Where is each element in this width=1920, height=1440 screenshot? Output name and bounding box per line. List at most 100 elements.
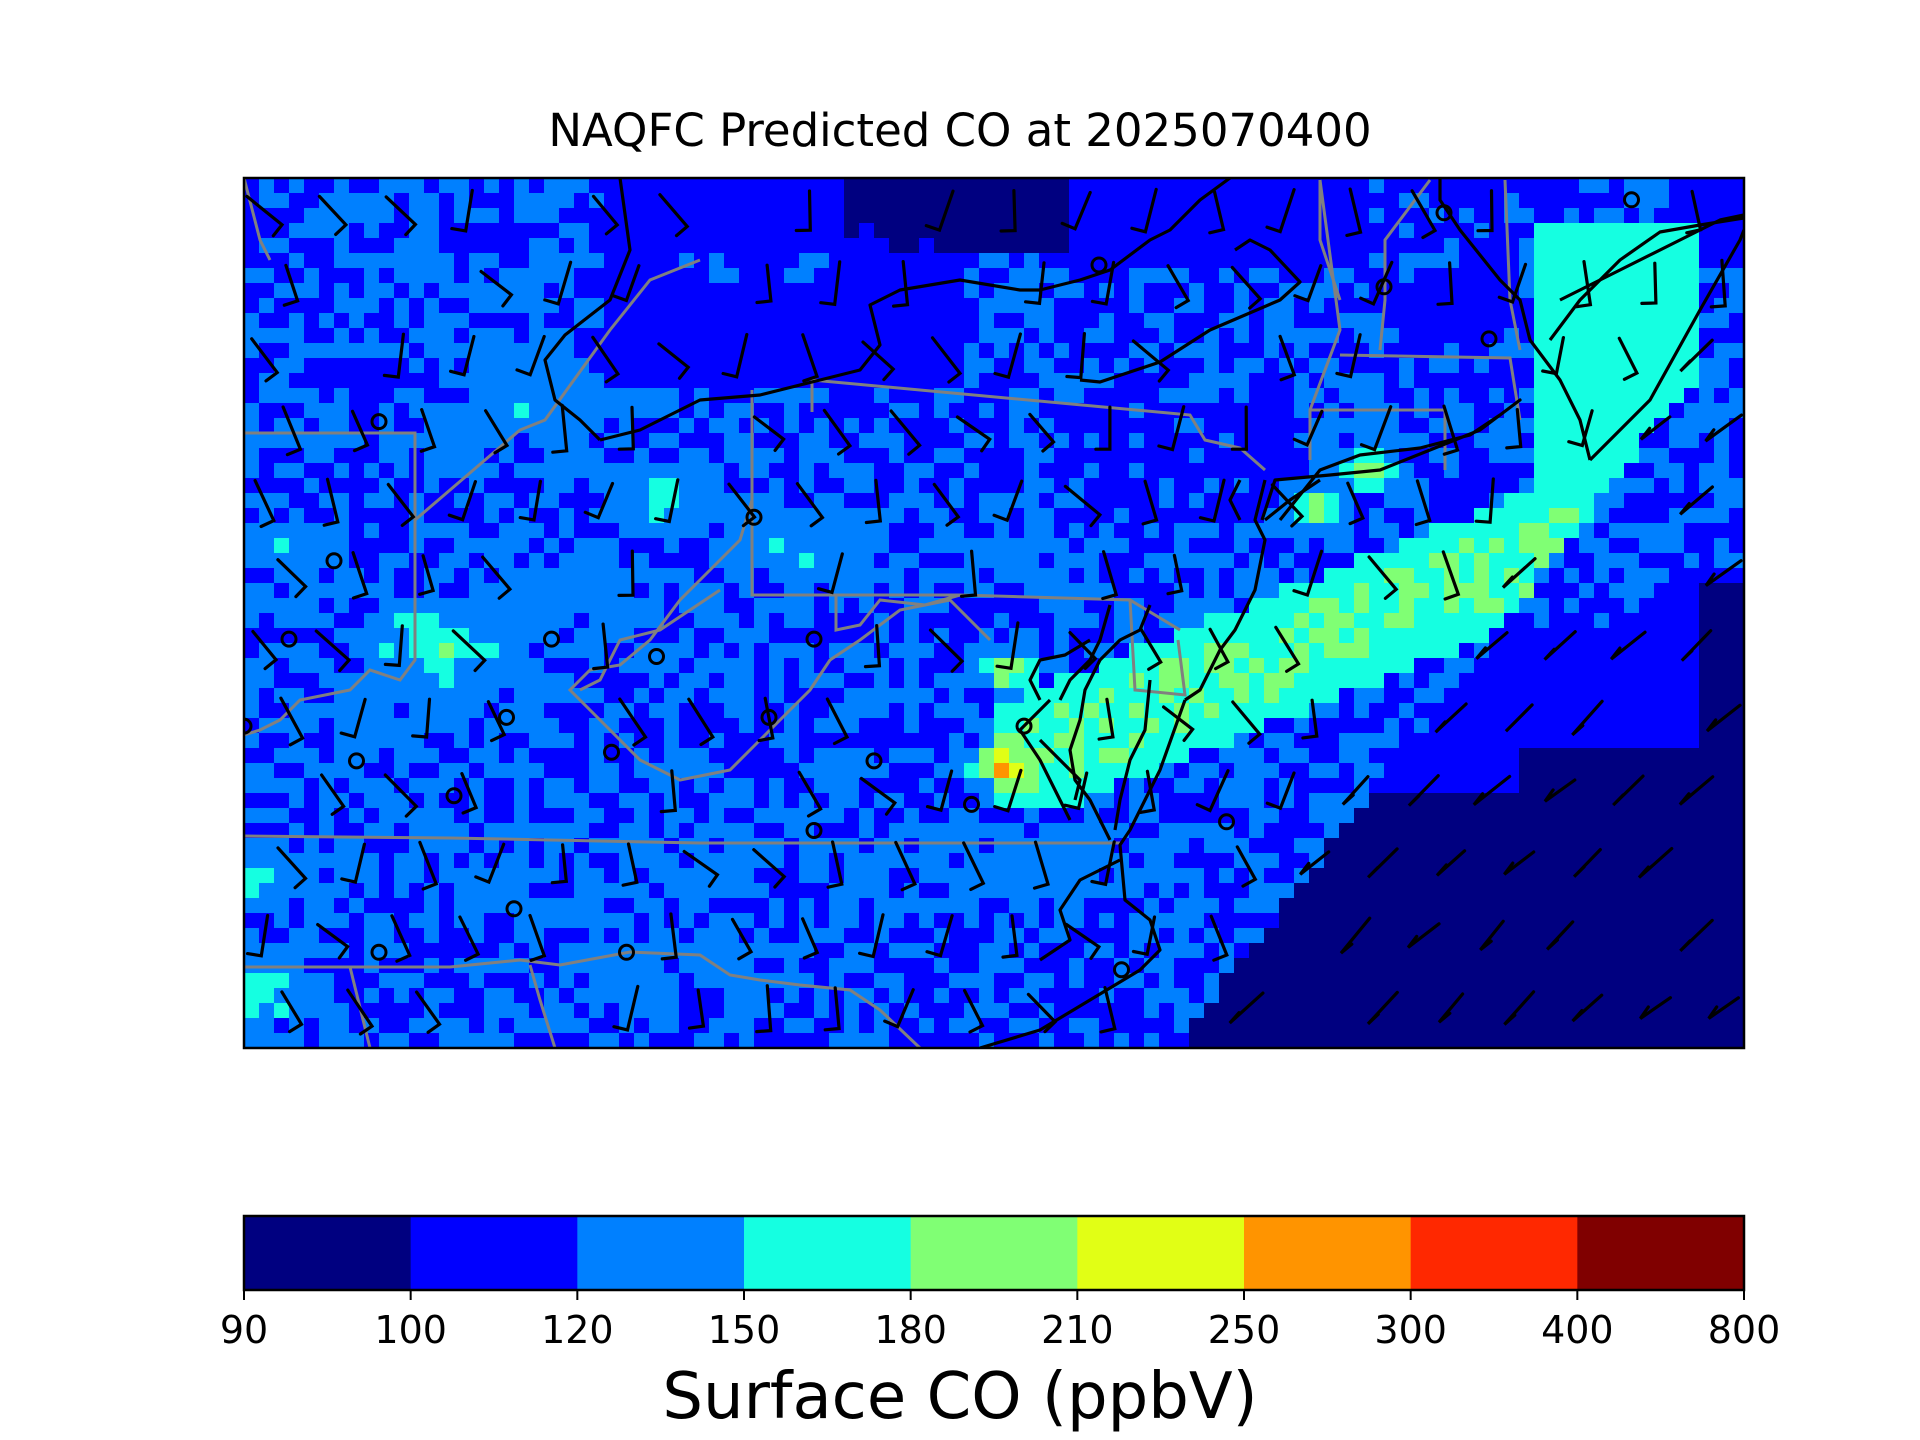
co-grid-cell (259, 208, 275, 224)
co-grid-cell (1474, 433, 1490, 449)
co-grid-cell (544, 898, 560, 914)
co-grid-cell (754, 748, 770, 764)
co-grid-cell (1624, 583, 1640, 599)
co-grid-cell (1264, 583, 1280, 599)
co-grid-cell (1069, 538, 1085, 554)
co-grid-cell (829, 508, 845, 524)
co-grid-cell (979, 268, 995, 284)
co-grid-cell (664, 583, 680, 599)
co-grid-cell (649, 568, 665, 584)
co-grid-cell (919, 838, 935, 854)
co-grid-cell (1639, 748, 1655, 764)
co-grid-cell (769, 178, 785, 194)
co-grid-cell (1024, 538, 1040, 554)
co-grid-cell (889, 898, 905, 914)
co-grid-cell (1384, 418, 1400, 434)
co-grid-cell (739, 238, 755, 254)
co-grid-cell (1204, 838, 1220, 854)
co-grid-cell (904, 223, 920, 239)
co-grid-cell (769, 823, 785, 839)
co-grid-cell (1114, 418, 1130, 434)
co-grid-cell (1189, 538, 1205, 554)
co-grid-cell (964, 343, 980, 359)
co-grid-cell (1459, 763, 1475, 779)
co-grid-cell (694, 373, 710, 389)
co-grid-cell (1264, 703, 1280, 719)
co-grid-cell (1159, 628, 1175, 644)
co-grid-cell (1504, 688, 1520, 704)
co-grid-cell (1354, 313, 1370, 329)
co-grid-cell (1204, 898, 1220, 914)
co-grid-cell (679, 613, 695, 629)
co-grid-cell (964, 313, 980, 329)
co-grid-cell (469, 283, 485, 299)
co-grid-cell (1429, 568, 1445, 584)
co-grid-cell (694, 808, 710, 824)
co-grid-cell (724, 748, 740, 764)
co-grid-cell (1399, 508, 1415, 524)
co-grid-cell (1399, 823, 1415, 839)
co-grid-cell (1279, 688, 1295, 704)
co-grid-cell (1399, 808, 1415, 824)
co-grid-cell (934, 493, 950, 509)
co-grid-cell (679, 733, 695, 749)
co-grid-cell (1264, 553, 1280, 569)
co-grid-cell (1549, 178, 1565, 194)
co-grid-cell (1114, 358, 1130, 374)
co-grid-cell (1624, 838, 1640, 854)
co-grid-cell (919, 718, 935, 734)
co-grid-cell (1219, 418, 1235, 434)
co-grid-cell (1399, 553, 1415, 569)
co-grid-cell (1534, 403, 1550, 419)
co-grid-cell (859, 688, 875, 704)
co-grid-cell (1114, 733, 1130, 749)
co-grid-cell (1129, 283, 1145, 299)
co-grid-cell (649, 748, 665, 764)
co-grid-cell (1324, 313, 1340, 329)
co-grid-cell (1144, 823, 1160, 839)
co-grid-cell (589, 568, 605, 584)
co-grid-cell (439, 763, 455, 779)
co-grid-cell (1189, 478, 1205, 494)
co-grid-cell (664, 448, 680, 464)
co-grid-cell (334, 823, 350, 839)
co-grid-cell (514, 673, 530, 689)
co-grid-cell (1294, 763, 1310, 779)
co-grid-cell (724, 703, 740, 719)
co-grid-cell (364, 613, 380, 629)
co-grid-cell (1054, 313, 1070, 329)
co-grid-cell (1399, 748, 1415, 764)
co-grid-cell (1054, 298, 1070, 314)
co-grid-cell (1069, 478, 1085, 494)
co-grid-cell (694, 778, 710, 794)
co-grid-cell (1579, 478, 1595, 494)
co-grid-cell (904, 613, 920, 629)
co-grid-cell (619, 508, 635, 524)
co-grid-cell (1534, 283, 1550, 299)
co-grid-cell (1354, 643, 1370, 659)
co-grid-cell (1489, 643, 1505, 659)
co-grid-cell (559, 388, 575, 404)
co-grid-cell (589, 403, 605, 419)
co-grid-cell (1354, 868, 1370, 884)
co-grid-cell (829, 343, 845, 359)
co-grid-cell (1159, 658, 1175, 674)
co-grid-cell (1474, 583, 1490, 599)
co-grid-cell (1609, 703, 1625, 719)
co-grid-cell (1654, 268, 1670, 284)
co-grid-cell (274, 913, 290, 929)
co-grid-cell (439, 898, 455, 914)
co-grid-cell (1654, 568, 1670, 584)
co-grid-cell (919, 238, 935, 254)
co-grid-cell (694, 223, 710, 239)
co-grid-cell (619, 808, 635, 824)
co-grid-cell (889, 223, 905, 239)
co-grid-cell (1459, 658, 1475, 674)
co-grid-cell (349, 328, 365, 344)
co-grid-cell (1324, 388, 1340, 404)
co-grid-cell (814, 313, 830, 329)
co-grid-cell (964, 508, 980, 524)
co-grid-cell (409, 568, 425, 584)
co-grid-cell (334, 298, 350, 314)
co-grid-cell (364, 703, 380, 719)
